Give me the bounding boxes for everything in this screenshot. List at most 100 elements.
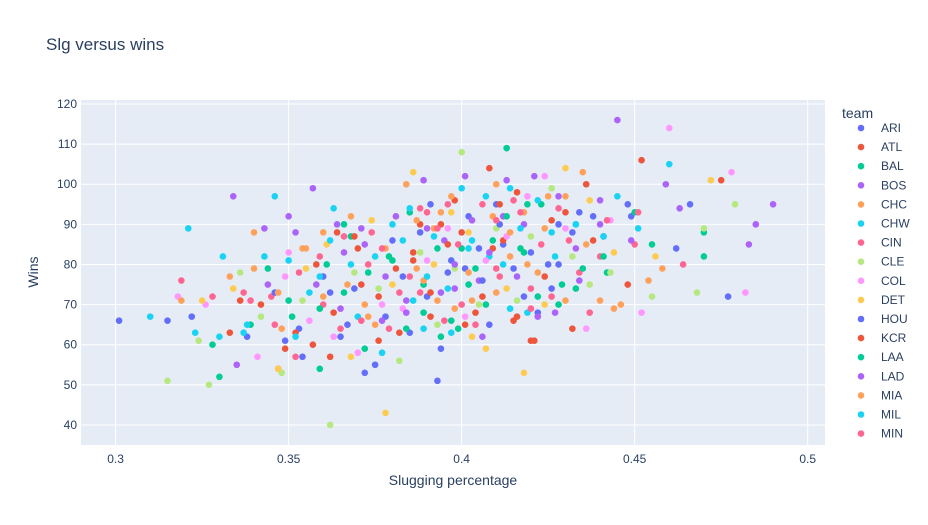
legend-item-ari[interactable]: ARI [857, 121, 901, 135]
data-point-bal[interactable] [465, 281, 472, 288]
data-point-atl[interactable] [427, 313, 434, 320]
data-point-min[interactable] [565, 237, 573, 244]
data-point-chw[interactable] [406, 205, 414, 212]
data-point-ari[interactable] [724, 293, 732, 300]
data-point-cin[interactable] [416, 289, 424, 296]
data-point-ari[interactable] [164, 317, 171, 324]
data-point-bal[interactable] [482, 301, 490, 308]
data-point-cle[interactable] [607, 269, 614, 276]
data-point-atl[interactable] [486, 164, 493, 172]
data-point-laa[interactable] [288, 313, 296, 320]
data-point-min[interactable] [492, 217, 500, 224]
data-point-bal[interactable] [648, 241, 656, 248]
data-point-col[interactable] [524, 192, 531, 200]
data-point-hou[interactable] [479, 277, 486, 284]
data-point-cin[interactable] [385, 325, 393, 332]
data-point-min[interactable] [527, 285, 535, 292]
data-point-det[interactable] [274, 365, 282, 373]
data-point-kcr[interactable] [461, 321, 469, 328]
data-point-lad[interactable] [596, 221, 604, 228]
data-point-cle[interactable] [375, 285, 382, 292]
data-point-bal[interactable] [316, 365, 324, 373]
data-point-laa[interactable] [209, 341, 216, 349]
data-point-col[interactable] [285, 249, 292, 256]
data-point-cin[interactable] [292, 353, 299, 361]
data-point-laa[interactable] [558, 281, 566, 288]
data-point-atl[interactable] [717, 176, 725, 184]
data-point-laa[interactable] [700, 253, 708, 260]
data-point-min[interactable] [209, 293, 216, 300]
data-point-ari[interactable] [475, 245, 483, 252]
data-point-cin[interactable] [406, 273, 414, 280]
data-point-min[interactable] [396, 289, 403, 296]
data-point-cin[interactable] [364, 261, 372, 268]
data-point-cle[interactable] [586, 281, 593, 288]
data-point-bos[interactable] [340, 249, 348, 256]
data-point-col[interactable] [378, 301, 386, 308]
data-point-cle[interactable] [299, 297, 306, 304]
data-point-cin[interactable] [423, 209, 431, 216]
data-point-chc[interactable] [250, 229, 258, 236]
data-point-bal[interactable] [285, 297, 292, 304]
data-point-min[interactable] [247, 297, 254, 304]
data-point-bos[interactable] [662, 180, 670, 188]
data-point-min[interactable] [634, 209, 642, 216]
data-point-mil[interactable] [517, 225, 524, 232]
data-point-bos[interactable] [572, 245, 580, 252]
data-point-lad[interactable] [752, 221, 760, 228]
data-point-min[interactable] [378, 245, 386, 252]
data-point-ari[interactable] [589, 213, 597, 220]
data-point-bos[interactable] [531, 172, 538, 180]
data-point-col[interactable] [423, 257, 431, 264]
data-point-cle[interactable] [195, 337, 202, 344]
data-point-cle[interactable] [434, 321, 441, 328]
data-point-hou[interactable] [371, 361, 379, 369]
data-point-col[interactable] [665, 124, 673, 132]
data-point-bos[interactable] [461, 172, 469, 180]
legend-item-bal[interactable]: BAL [857, 159, 904, 173]
data-point-mia[interactable] [524, 261, 531, 268]
data-point-min[interactable] [548, 293, 555, 300]
data-point-min[interactable] [603, 217, 611, 224]
data-point-atl[interactable] [313, 261, 320, 268]
data-point-atl[interactable] [375, 293, 382, 300]
data-point-lad[interactable] [378, 317, 386, 324]
data-point-chc[interactable] [361, 301, 369, 308]
data-point-ari[interactable] [548, 285, 555, 292]
data-point-laa[interactable] [489, 237, 497, 244]
data-point-lad[interactable] [264, 281, 272, 288]
data-point-chw[interactable] [444, 285, 452, 292]
data-point-laa[interactable] [316, 305, 324, 312]
data-point-mil[interactable] [551, 253, 559, 260]
data-point-hou[interactable] [344, 321, 351, 328]
data-point-cin[interactable] [340, 233, 348, 240]
data-point-bal[interactable] [420, 309, 427, 316]
data-point-cin[interactable] [441, 317, 448, 324]
data-point-chc[interactable] [541, 225, 549, 232]
data-point-hou[interactable] [351, 285, 358, 292]
data-point-kcr[interactable] [479, 293, 486, 300]
data-point-ari[interactable] [361, 369, 369, 377]
data-point-chc[interactable] [562, 192, 569, 200]
data-point-chw[interactable] [184, 225, 192, 232]
data-point-lad[interactable] [486, 249, 493, 256]
data-point-laa[interactable] [361, 345, 369, 353]
data-point-col[interactable] [541, 172, 549, 180]
data-point-bos[interactable] [361, 241, 369, 248]
data-point-chc[interactable] [596, 297, 604, 304]
data-point-mil[interactable] [240, 329, 247, 336]
data-point-bal[interactable] [364, 269, 372, 276]
data-point-chw[interactable] [548, 229, 555, 236]
data-point-mia[interactable] [299, 245, 306, 252]
data-point-bal[interactable] [340, 289, 348, 296]
data-point-min[interactable] [586, 309, 593, 316]
data-point-lad[interactable] [576, 277, 583, 284]
data-point-cle[interactable] [205, 381, 213, 389]
data-point-bal[interactable] [572, 285, 580, 292]
data-point-det[interactable] [707, 176, 715, 184]
data-point-det[interactable] [347, 353, 355, 361]
data-point-cle[interactable] [351, 269, 358, 276]
data-point-cin[interactable] [368, 229, 375, 236]
data-point-chw[interactable] [271, 192, 279, 200]
data-point-mil[interactable] [447, 329, 455, 336]
